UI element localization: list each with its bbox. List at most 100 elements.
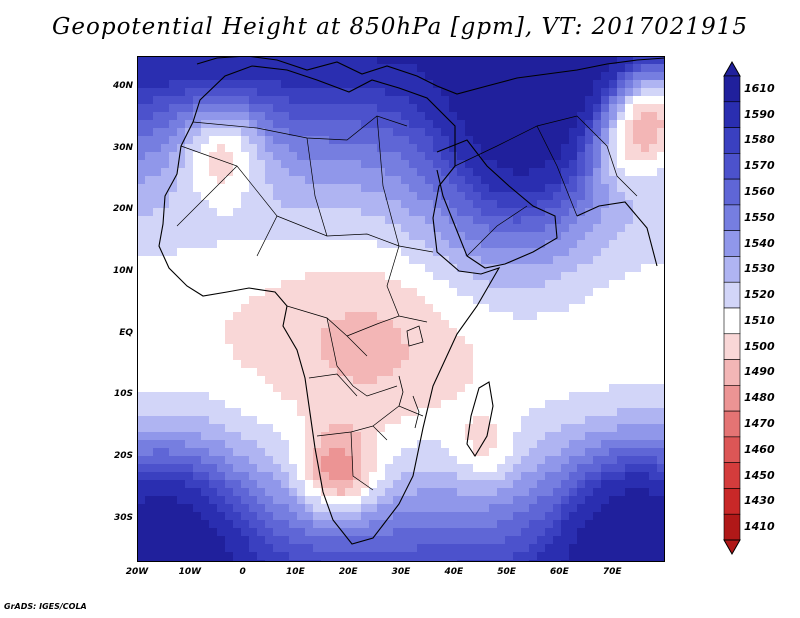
field-cell [633, 304, 642, 313]
field-cell [417, 64, 426, 73]
field-cell [161, 480, 170, 489]
field-cell [201, 536, 210, 545]
field-cell [585, 512, 594, 521]
field-cell [537, 304, 546, 313]
field-cell [593, 168, 602, 177]
field-cell [225, 336, 234, 345]
field-cell [241, 272, 250, 281]
field-cell [177, 96, 186, 105]
field-cell [137, 328, 146, 337]
field-cell [513, 496, 522, 505]
field-cell [257, 144, 266, 153]
field-cell [137, 464, 146, 473]
field-cell [553, 480, 562, 489]
field-cell [209, 144, 218, 153]
field-cell [161, 160, 170, 169]
field-cell [265, 88, 274, 97]
field-cell [313, 104, 322, 113]
field-cell [505, 328, 514, 337]
field-cell [441, 240, 450, 249]
field-cell [409, 512, 418, 521]
field-cell [505, 112, 514, 121]
field-cell [521, 80, 530, 89]
field-cell [353, 320, 362, 329]
field-cell [257, 200, 266, 209]
field-cell [329, 400, 338, 409]
field-cell [473, 344, 482, 353]
field-cell [545, 208, 554, 217]
field-cell [601, 184, 610, 193]
field-cell [449, 528, 458, 537]
field-cell [241, 256, 250, 265]
field-cell [361, 312, 370, 321]
field-cell [473, 328, 482, 337]
field-cell [361, 256, 370, 265]
field-cell [641, 368, 650, 377]
field-cell [225, 224, 234, 233]
field-cell [385, 304, 394, 313]
field-cell [401, 432, 410, 441]
field-cell [649, 272, 658, 281]
field-cell [281, 384, 290, 393]
field-cell [177, 384, 186, 393]
field-cell [585, 184, 594, 193]
field-cell [369, 248, 378, 257]
field-cell [513, 248, 522, 257]
field-cell [385, 464, 394, 473]
field-cell [153, 528, 162, 537]
field-cell [505, 56, 514, 65]
field-cell [537, 128, 546, 137]
field-cell [137, 496, 146, 505]
field-cell [449, 360, 458, 369]
field-cell [577, 248, 586, 257]
field-cell [193, 128, 202, 137]
field-cell [521, 216, 530, 225]
field-cell [185, 240, 194, 249]
field-cell [161, 112, 170, 121]
field-cell [209, 200, 218, 209]
field-cell [321, 264, 330, 273]
field-cell [209, 152, 218, 161]
field-cell [169, 328, 178, 337]
field-cell [545, 160, 554, 169]
field-cell [593, 280, 602, 289]
field-cell [577, 424, 586, 433]
field-cell [185, 64, 194, 73]
field-cell [353, 544, 362, 553]
field-cell [233, 368, 242, 377]
field-cell [361, 384, 370, 393]
field-cell [233, 128, 242, 137]
field-cell [417, 496, 426, 505]
field-cell [185, 472, 194, 481]
field-cell [161, 88, 170, 97]
field-cell [473, 184, 482, 193]
field-cell [313, 248, 322, 257]
field-cell [217, 184, 226, 193]
field-cell [505, 88, 514, 97]
field-cell [633, 296, 642, 305]
field-cell [169, 360, 178, 369]
field-cell [465, 328, 474, 337]
field-cell [281, 120, 290, 129]
field-cell [465, 520, 474, 529]
field-cell [657, 256, 665, 265]
field-cell [153, 544, 162, 553]
field-cell [337, 208, 346, 217]
field-cell [513, 272, 522, 281]
field-cell [609, 168, 618, 177]
field-cell [401, 200, 410, 209]
field-cell [593, 128, 602, 137]
field-cell [161, 104, 170, 113]
field-cell [377, 280, 386, 289]
field-cell [185, 208, 194, 217]
field-cell [393, 296, 402, 305]
field-cell [625, 352, 634, 361]
field-cell [265, 488, 274, 497]
field-cell [137, 536, 146, 545]
field-cell [137, 280, 146, 289]
field-cell [153, 384, 162, 393]
field-cell [377, 536, 386, 545]
field-cell [337, 88, 346, 97]
field-cell [657, 152, 665, 161]
field-cell [361, 472, 370, 481]
